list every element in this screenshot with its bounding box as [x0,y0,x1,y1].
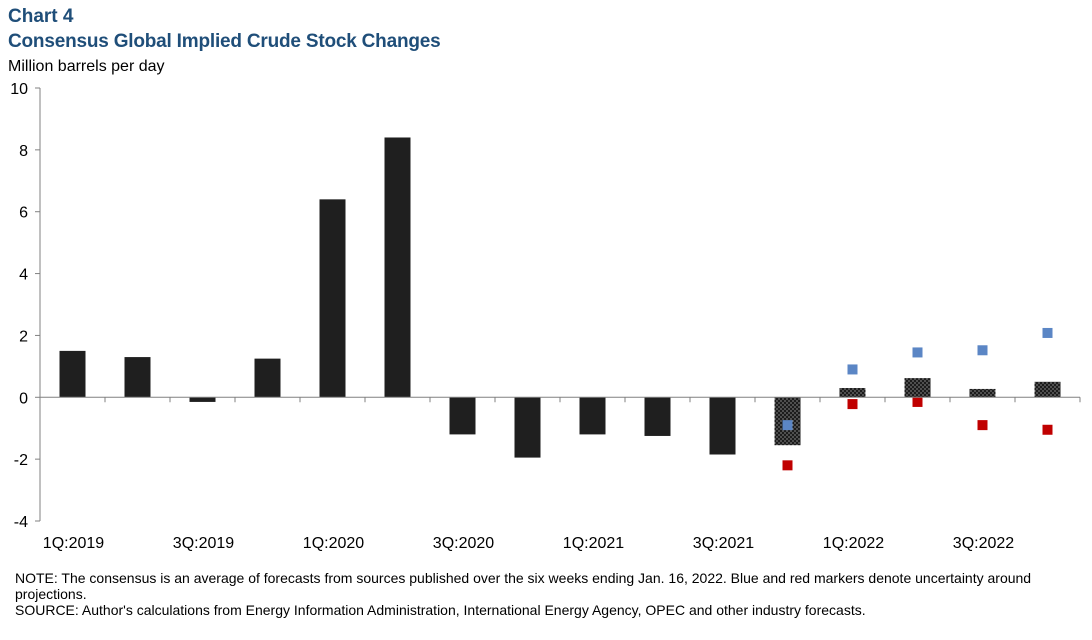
lower-uncertainty-marker [977,420,988,431]
x-tick-label: 3Q:2022 [953,535,1014,552]
forecast-bar [839,388,866,398]
y-tick-label: -4 [14,514,28,531]
actual-bar [644,397,671,436]
lower-uncertainty-marker [847,399,858,410]
y-tick-label: 2 [19,328,28,345]
lower-uncertainty-marker [912,396,923,407]
y-axis: -4 -2 0 2 4 6 8 10 [10,81,41,531]
x-tick-label: 1Q:2020 [303,535,364,552]
x-tick-label: 1Q:2019 [43,535,104,552]
x-tick-label: 3Q:2020 [433,535,494,552]
chart-label: Chart 4 [8,6,74,27]
actual-bar [709,397,736,455]
actual-bar [59,350,86,398]
bars [59,137,1061,458]
actual-bar [189,397,216,402]
x-tick-label: 1Q:2022 [823,535,884,552]
chart-source: SOURCE: Author's calculations from Energ… [15,602,866,618]
x-tick-label: 1Q:2021 [563,535,624,552]
upper-uncertainty-marker [1042,327,1053,338]
forecast-bar [969,388,996,398]
y-tick-label: 10 [10,81,28,98]
x-tick-label: 3Q:2021 [693,535,754,552]
actual-bar [319,199,346,398]
actual-bar [384,137,411,398]
actual-bar [124,357,151,398]
y-tick-label: 6 [19,205,28,222]
y-tick-label: 8 [19,143,28,160]
y-tick-label: -2 [14,452,28,469]
forecast-bar [1034,381,1061,398]
chart: -4 -2 0 2 4 6 8 10 1Q:2019 3Q:2019 1Q:2020 3Q:2020… [10,81,1081,552]
y-axis-unit: Million barrels per day [8,58,165,75]
upper-uncertainty-marker [782,420,793,431]
actual-bar [514,397,541,458]
x-axis: 1Q:2019 3Q:2019 1Q:2020 3Q:2020 1Q:2021 3Q:20… [39,396,1081,552]
chart-note: NOTE: The consensus is an average of for… [15,570,1032,602]
y-tick-label: 0 [19,390,28,407]
chart-title: Consensus Global Implied Crude Stock Cha… [8,31,441,52]
forecast-bar [904,378,931,398]
upper-uncertainty-marker [977,345,988,356]
x-tick-label: 3Q:2019 [173,535,234,552]
upper-uncertainty-marker [847,364,858,375]
upper-uncertainty-marker [912,347,923,358]
y-tick-label: 4 [19,267,28,284]
actual-bar [579,397,606,435]
actual-bar [254,358,281,398]
actual-bar [449,397,476,435]
markers [782,327,1053,471]
lower-uncertainty-marker [1042,424,1053,435]
lower-uncertainty-marker [782,460,793,471]
